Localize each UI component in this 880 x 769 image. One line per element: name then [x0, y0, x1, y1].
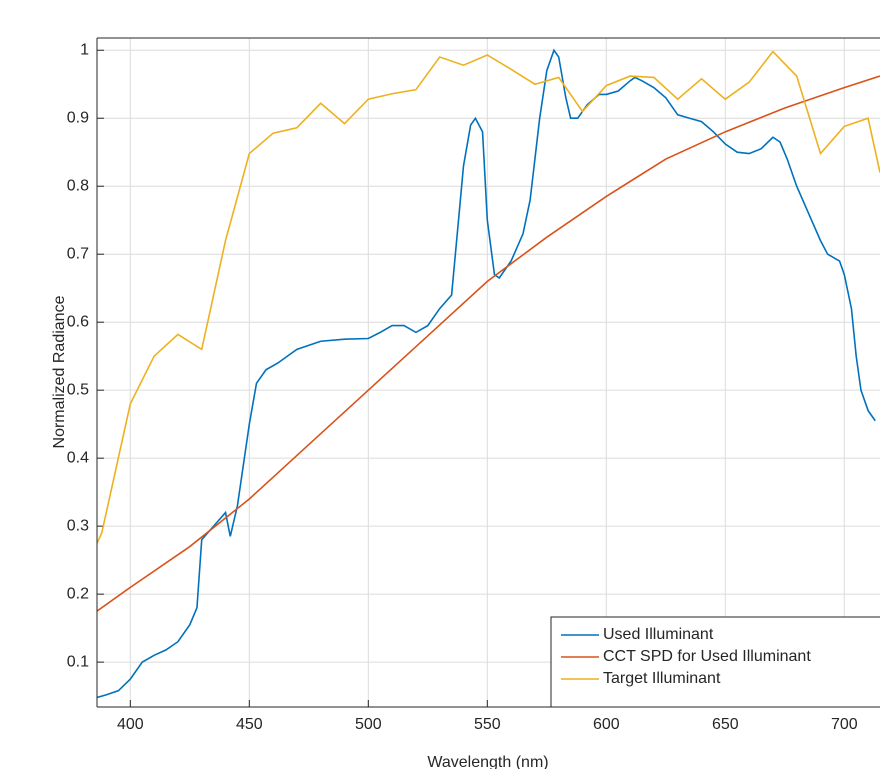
x-tick-label: 650: [712, 716, 739, 733]
y-tick-label: 0.4: [67, 449, 89, 466]
y-tick-label: 0.2: [67, 585, 89, 602]
x-tick-label: 550: [474, 716, 501, 733]
legend-label: CCT SPD for Used Illuminant: [603, 648, 811, 665]
y-tick-label: 1: [80, 41, 89, 58]
x-axis-label: Wavelength (nm): [427, 754, 548, 769]
y-tick-label: 0.7: [67, 245, 89, 262]
y-tick-label: 0.8: [67, 177, 89, 194]
y-tick-label: 0.3: [67, 517, 89, 534]
x-tick-label: 450: [236, 716, 263, 733]
x-tick-label: 400: [117, 716, 144, 733]
x-tick-label: 600: [593, 716, 620, 733]
series-line: [97, 50, 880, 544]
legend-label: Target Illuminant: [603, 670, 721, 687]
y-tick-label: 0.1: [67, 653, 89, 670]
y-tick-label: 0.6: [67, 313, 89, 330]
x-tick-label: 500: [355, 716, 382, 733]
series-line: [97, 75, 880, 612]
y-tick-label: 0.9: [67, 109, 89, 126]
plot-area: [97, 48, 880, 699]
series-line: [97, 48, 876, 699]
y-tick-label: 0.5: [67, 381, 89, 398]
legend-box: [550, 616, 880, 708]
x-tick-label: 700: [831, 716, 858, 733]
legend-label: Used Illuminant: [603, 626, 714, 643]
y-axis-label: Normalized Radiance: [51, 295, 68, 448]
